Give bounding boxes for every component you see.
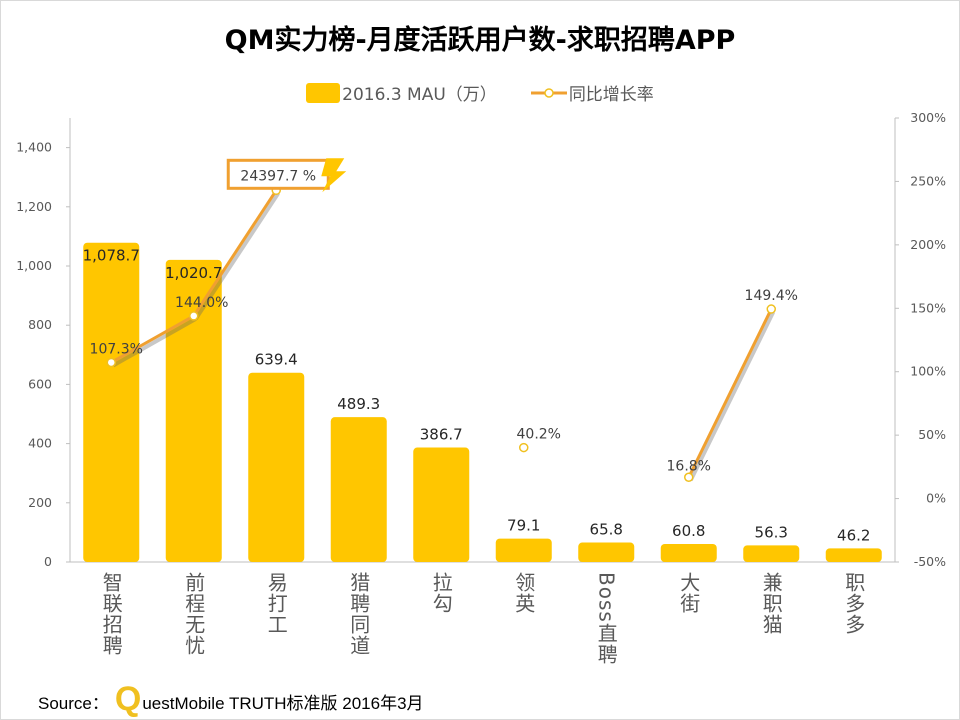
bar-7 bbox=[660, 544, 717, 562]
growth-line-segment bbox=[192, 189, 278, 317]
source-note: Source： Q uestMobile TRUTH标准版 2016年3月 bbox=[38, 680, 424, 718]
growth-data-label: 144.0% bbox=[175, 295, 228, 311]
growth-data-label: 107.3% bbox=[90, 341, 143, 357]
left-tick-label: 400 bbox=[28, 436, 52, 451]
growth-point-7 bbox=[684, 472, 694, 483]
bar-data-label: 65.8 bbox=[590, 521, 623, 539]
bar-2 bbox=[248, 372, 305, 562]
bar-data-label: 1,020.7 bbox=[165, 264, 222, 282]
right-tick-label: 100% bbox=[910, 364, 946, 379]
bar-9 bbox=[825, 548, 882, 562]
legend-item-mau: 2016.3 MAU（万） bbox=[306, 80, 497, 105]
category-label: 易打工 bbox=[264, 572, 289, 635]
source-prefix: Source： bbox=[38, 694, 109, 713]
lightning-icon bbox=[321, 158, 347, 193]
right-tick-label: 200% bbox=[910, 237, 946, 252]
right-tick-label: 0% bbox=[926, 491, 946, 506]
legend-item-growth: 同比增长率 bbox=[530, 80, 654, 105]
left-tick-label: 1,400 bbox=[16, 140, 52, 155]
bar-8 bbox=[743, 545, 800, 562]
legend-bar-swatch bbox=[306, 82, 341, 103]
bar-0 bbox=[83, 242, 140, 562]
category-label: 猎聘同道 bbox=[346, 572, 371, 656]
bar-5 bbox=[495, 538, 552, 562]
left-tick-label: 200 bbox=[28, 495, 52, 510]
category-label: 兼职猫 bbox=[759, 572, 784, 635]
bar-3 bbox=[330, 417, 387, 562]
legend-line-swatch bbox=[530, 87, 567, 98]
bar-4 bbox=[413, 447, 470, 562]
questmobile-logo: Q bbox=[114, 680, 142, 718]
bar-data-label: 56.3 bbox=[755, 523, 788, 541]
category-label: 拉勾 bbox=[429, 572, 454, 614]
line-shadow bbox=[688, 311, 776, 482]
legend: 2016.3 MAU（万） 同比增长率 bbox=[0, 80, 960, 105]
bar-data-label: 46.2 bbox=[837, 526, 870, 544]
growth-data-label: 16.8% bbox=[667, 458, 711, 474]
right-tick-label: 50% bbox=[918, 427, 946, 442]
category-label: 前程无忧 bbox=[181, 572, 206, 656]
left-tick-label: 800 bbox=[28, 317, 52, 332]
bar-data-label: 60.8 bbox=[672, 522, 705, 540]
category-label: Boss直聘 bbox=[594, 572, 619, 665]
bar-data-label: 1,078.7 bbox=[83, 247, 140, 265]
left-tick-label: 600 bbox=[28, 376, 52, 391]
growth-data-label: 40.2% bbox=[517, 427, 561, 443]
growth-point-0 bbox=[106, 357, 116, 368]
growth-data-label: 24397.7 % bbox=[240, 168, 316, 184]
category-label: 职多多 bbox=[841, 572, 866, 635]
right-tick-label: -50% bbox=[914, 554, 946, 569]
left-tick-label: 1,200 bbox=[16, 199, 52, 214]
right-tick-label: 250% bbox=[910, 173, 946, 188]
category-label: 大街 bbox=[676, 572, 701, 614]
growth-point-5 bbox=[519, 442, 529, 453]
left-tick-label: 0 bbox=[44, 554, 52, 569]
growth-point-1 bbox=[189, 311, 199, 321]
growth-line-segment bbox=[110, 314, 195, 364]
line-shadow bbox=[112, 317, 197, 368]
line-shadow bbox=[194, 192, 280, 320]
chart-title: QM实力榜-月度活跃用户数-求职招聘APP bbox=[224, 25, 736, 56]
bar-data-label: 386.7 bbox=[420, 426, 463, 444]
bar-data-label: 79.1 bbox=[507, 517, 540, 535]
growth-line-segment bbox=[687, 308, 773, 478]
legend-label-growth: 同比增长率 bbox=[568, 85, 654, 105]
bar-1 bbox=[165, 259, 222, 562]
bar-6 bbox=[578, 542, 635, 562]
category-label: 智联招聘 bbox=[99, 572, 124, 656]
left-tick-label: 1,000 bbox=[16, 258, 52, 273]
bar-data-label: 639.4 bbox=[255, 351, 298, 369]
growth-point-8 bbox=[766, 304, 776, 314]
right-tick-label: 150% bbox=[910, 300, 946, 315]
growth-data-label: 149.4% bbox=[745, 288, 798, 304]
category-label: 领英 bbox=[511, 572, 536, 614]
source-text: uestMobile TRUTH标准版 2016年3月 bbox=[142, 694, 424, 713]
bar-data-label: 489.3 bbox=[337, 395, 380, 413]
legend-label-mau: 2016.3 MAU（万） bbox=[342, 85, 497, 105]
right-tick-label: 300% bbox=[910, 110, 946, 125]
